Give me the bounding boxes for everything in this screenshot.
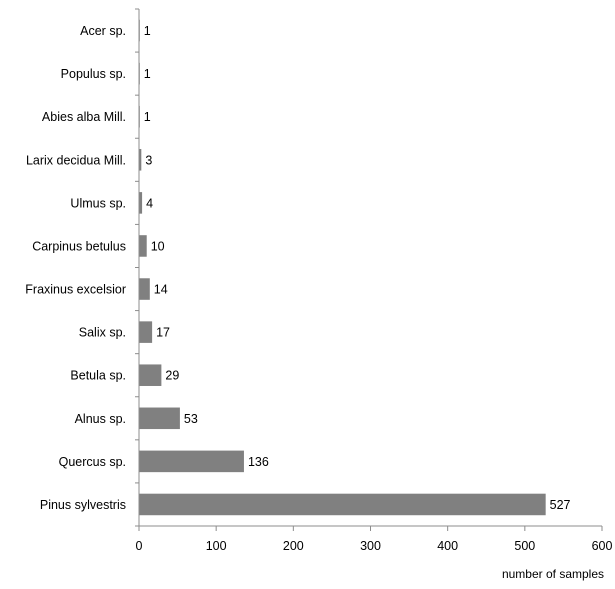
data-label: 136 [248,455,269,469]
category-label: Pinus sylvestris [40,498,126,512]
x-tick-label: 400 [437,539,458,553]
bar [139,493,546,516]
bar [139,235,147,257]
category-label: Acer sp. [80,24,126,38]
category-label: Carpinus betulus [32,239,126,253]
category-label: Abies alba Mill. [42,110,126,124]
bar [139,364,162,386]
category-label: Salix sp. [79,326,126,340]
x-tick-label: 200 [283,539,304,553]
data-label: 29 [165,369,179,383]
data-label: 527 [550,498,571,512]
bar [139,450,244,473]
x-tick-label: 500 [514,539,535,553]
bar [139,149,142,171]
category-label: Betula sp. [70,369,126,383]
data-label: 14 [154,283,168,297]
bar [139,278,150,300]
x-tick-label: 0 [136,539,143,553]
data-label: 53 [184,412,198,426]
x-axis-title: number of samples [502,567,604,581]
data-label: 4 [146,196,153,210]
bar [139,321,153,343]
bar [139,407,180,430]
category-label: Ulmus sp. [70,196,126,210]
bars-layer [139,19,546,516]
data-label: 1 [144,67,151,81]
data-label: 1 [144,110,151,124]
category-label: Quercus sp. [59,455,126,469]
data-label: 10 [151,239,165,253]
category-label: Populus sp. [61,67,126,81]
x-tick-label: 100 [206,539,227,553]
x-tick-label: 600 [592,539,613,553]
labels-layer: Acer sp. 1 Populus sp. 1 Abies alba Mill. 1 La… [25,24,612,553]
data-label: 17 [156,326,170,340]
category-label: Fraxinus excelsior [25,283,126,297]
x-tick-label: 300 [360,539,381,553]
data-label: 3 [145,153,152,167]
axes-layer [135,8,603,531]
category-label: Alnus sp. [75,412,126,426]
category-label: Larix decidua Mill. [26,153,126,167]
data-label: 1 [144,24,151,38]
bar [139,192,143,214]
